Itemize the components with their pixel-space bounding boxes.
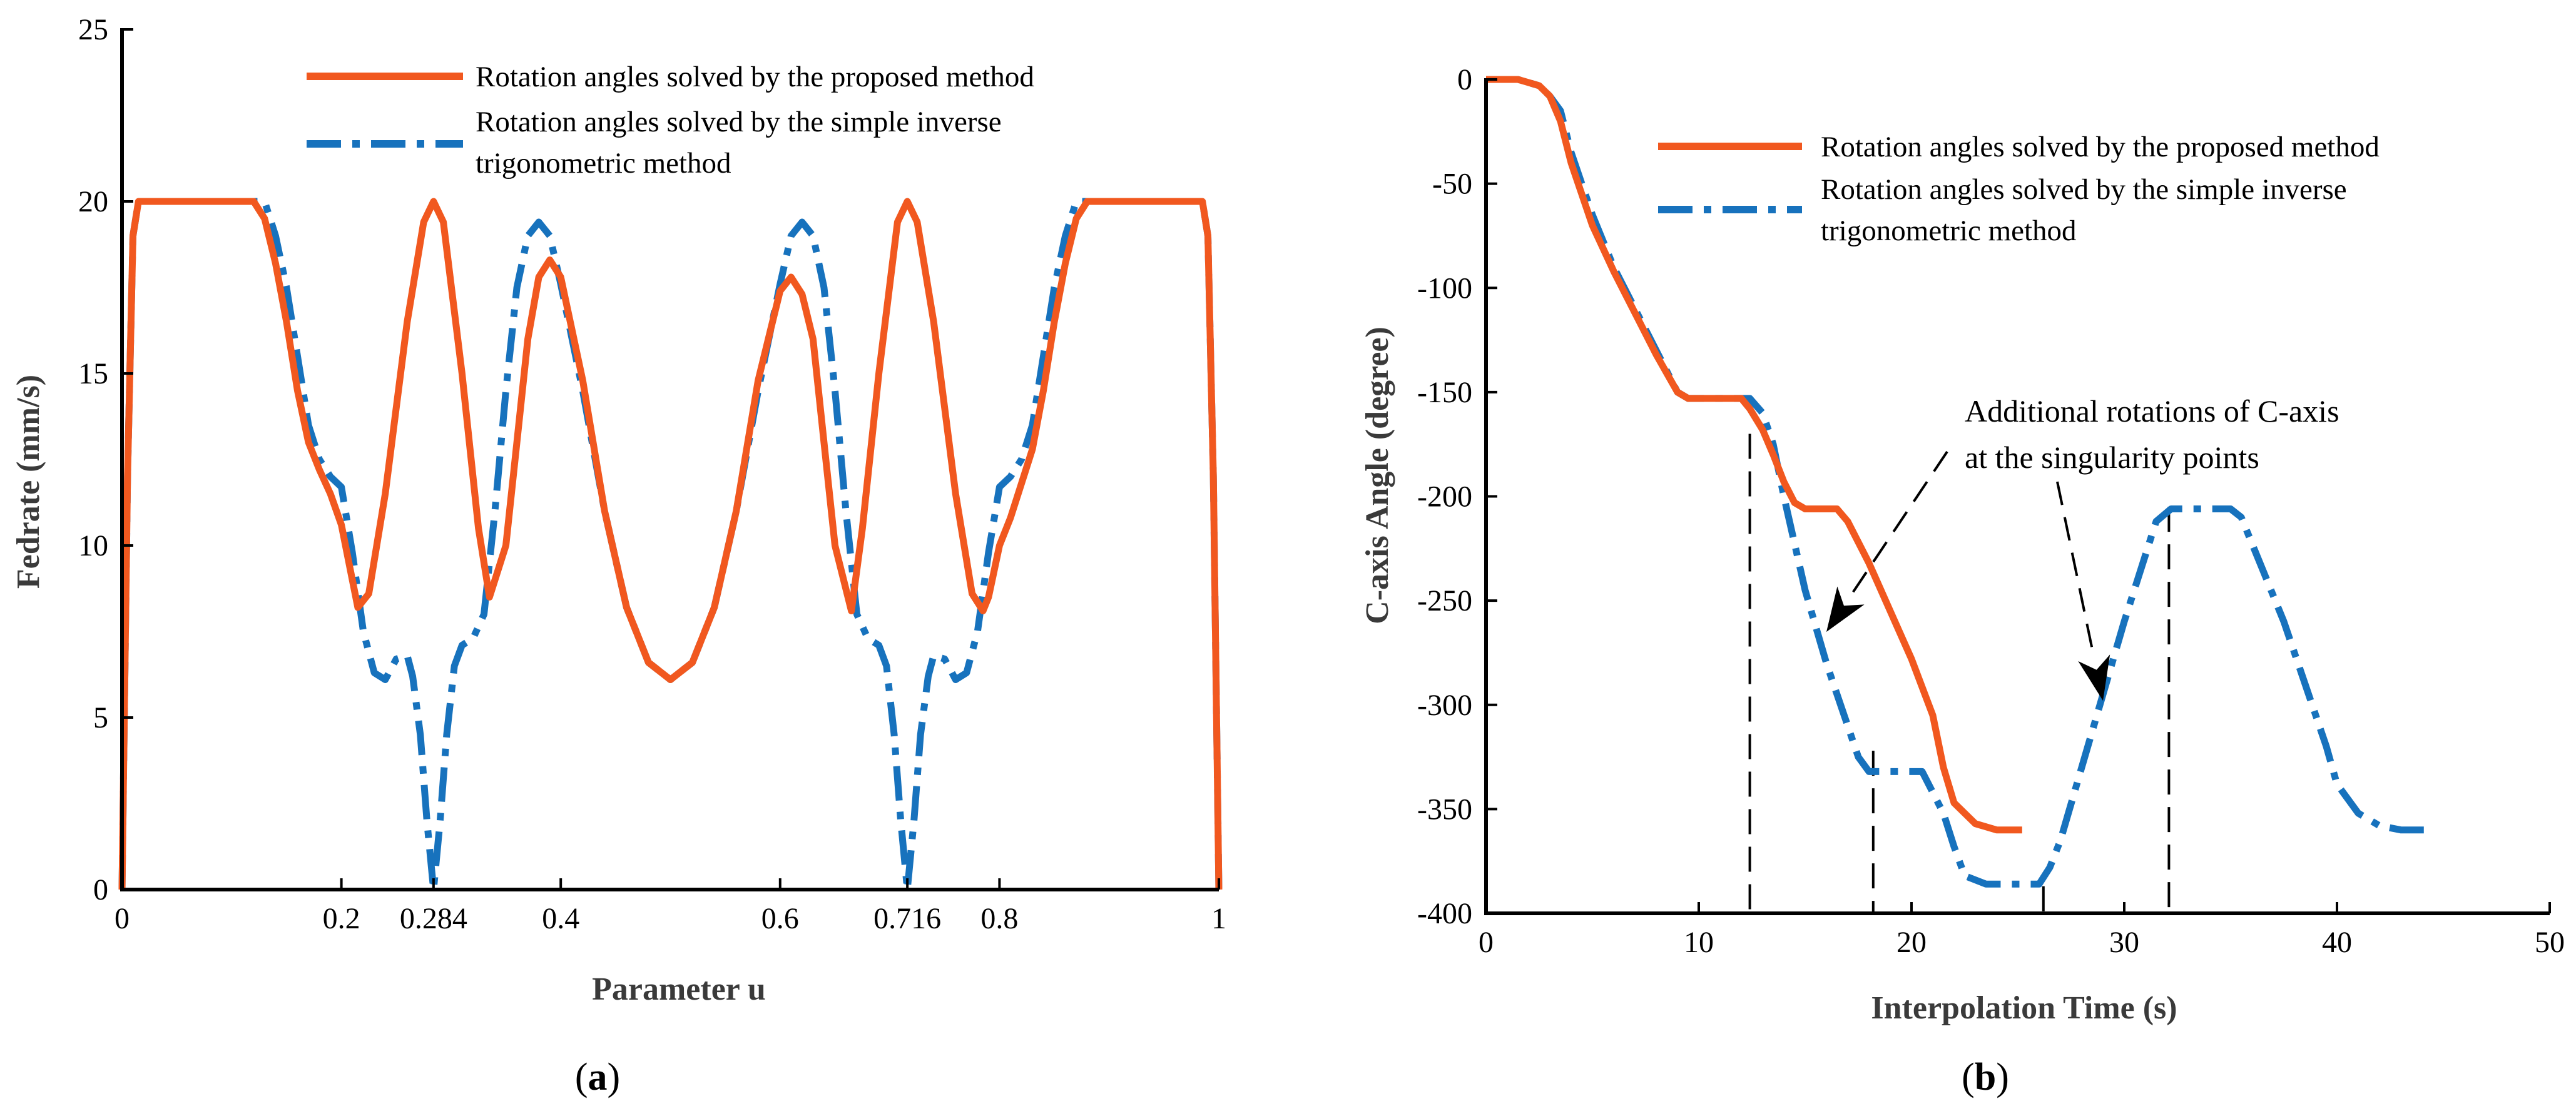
chart-b: 0 10 20 30 40 50 0 -50 -100 -150 -200 -250 -300 -350…	[1360, 63, 2565, 1026]
chart-b-x-tick-label: 20	[1896, 926, 1927, 959]
chart-a-x-tick-label: 0.284	[400, 902, 467, 935]
chart-b-annotation-arrow-shaft	[2056, 481, 2095, 658]
caption-b: (b)	[1962, 1056, 2009, 1098]
chart-a-y-tick-label: 15	[78, 357, 108, 390]
chart-b-annotation-line1: Additional rotations of C-axis	[1965, 393, 2339, 429]
chart-b-annotation-arrow-head	[1826, 586, 1865, 632]
chart-a-x-tick-label: 0.6	[761, 902, 799, 935]
chart-b-y-tick-label: -250	[1417, 584, 1472, 617]
caption-a-close: )	[608, 1056, 621, 1098]
chart-b-x-tick-label: 0	[1479, 926, 1494, 959]
chart-b-legend-label-inverse-line2: trigonometric method	[1821, 215, 2077, 247]
chart-b-y-axis-label: C-axis Angle (degree)	[1360, 327, 1395, 624]
chart-a: 0 0.2 0.284 0.4 0.6 0.716 0.8 1 0 5 10 15 20 25 Para…	[11, 13, 1226, 1007]
chart-b-legend-label-inverse-line1: Rotation angles solved by the simple inv…	[1821, 173, 2347, 206]
chart-b-series-proposed	[1486, 76, 2022, 834]
chart-a-x-tick-label: 0.2	[323, 902, 360, 935]
chart-a-legend-label-proposed: Rotation angles solved by the proposed m…	[476, 61, 1034, 93]
chart-a-y-ticks: 0 5 10 15 20 25	[78, 13, 133, 906]
chart-b-y-tick-label: -350	[1417, 793, 1472, 826]
chart-b-x-tick-label: 10	[1684, 926, 1714, 959]
chart-a-x-tick-label: 0	[115, 902, 130, 935]
chart-a-series-group	[118, 198, 1223, 893]
chart-a-legend: Rotation angles solved by the proposed m…	[307, 61, 1034, 180]
chart-a-x-tick-label: 1	[1211, 902, 1226, 935]
chart-b-legend-label-proposed: Rotation angles solved by the proposed m…	[1821, 131, 2380, 163]
chart-a-y-tick-label: 20	[78, 185, 108, 218]
chart-a-y-axis-label: Fedrate (mm/s)	[11, 375, 46, 589]
chart-a-x-ticks: 0 0.2 0.284 0.4 0.6 0.716 0.8 1	[115, 878, 1226, 935]
chart-a-y-tick-label: 5	[93, 701, 108, 734]
chart-b-y-tick-label: -50	[1432, 168, 1472, 201]
chart-b-legend: Rotation angles solved by the proposed m…	[1658, 131, 2380, 247]
chart-a-legend-label-inverse-line1: Rotation angles solved by the simple inv…	[476, 106, 1002, 138]
chart-b-y-tick-label: -300	[1417, 689, 1472, 722]
chart-b-y-tick-label: -400	[1417, 897, 1472, 930]
chart-b-x-tick-label: 30	[2109, 926, 2139, 959]
chart-b-annotation-arrow-shaft	[1850, 450, 1948, 597]
chart-a-x-tick-label: 0.4	[542, 902, 579, 935]
caption-a: (a)	[575, 1056, 620, 1098]
chart-b-x-axis-label: Interpolation Time (s)	[1871, 990, 2177, 1026]
chart-b-annotation-arrows	[1826, 450, 2110, 701]
caption-b-close: )	[1996, 1056, 2009, 1098]
chart-b-annotation: Additional rotations of C-axis at the si…	[1826, 393, 2339, 701]
chart-b-x-tick-label: 50	[2535, 926, 2565, 959]
chart-b-y-tick-label: -150	[1417, 376, 1472, 409]
chart-b-y-ticks: 0 -50 -100 -150 -200 -250 -300 -350 -400	[1417, 63, 1497, 930]
chart-b-guides	[1748, 434, 2171, 913]
chart-b-x-ticks: 0 10 20 30 40 50	[1479, 902, 2565, 959]
chart-a-axes	[120, 28, 1219, 891]
caption-b-letter: b	[1975, 1056, 1996, 1098]
chart-a-y-tick-label: 25	[78, 13, 108, 46]
chart-b-series-group	[1486, 76, 2433, 888]
chart-a-y-tick-label: 10	[78, 529, 108, 562]
caption-a-letter: a	[588, 1056, 608, 1098]
chart-a-x-tick-label: 0.716	[873, 902, 941, 935]
chart-a-series-proposed	[118, 198, 1223, 890]
chart-a-x-axis-label: Parameter u	[592, 972, 766, 1007]
chart-b-x-tick-label: 40	[2322, 926, 2352, 959]
chart-b-y-tick-label: -200	[1417, 480, 1472, 514]
caption-a-open: (	[575, 1056, 588, 1098]
chart-b-annotation-line2: at the singularity points	[1965, 440, 2259, 475]
chart-b-y-tick-label: -100	[1417, 271, 1472, 305]
chart-b-annotation-arrow-head	[2078, 654, 2110, 701]
chart-b-y-tick-label: 0	[1457, 63, 1472, 96]
chart-a-legend-label-inverse-line2: trigonometric method	[476, 147, 731, 180]
caption-b-open: (	[1962, 1056, 1975, 1098]
chart-a-x-tick-label: 0.8	[980, 902, 1018, 935]
chart-a-y-tick-label: 0	[93, 873, 108, 906]
